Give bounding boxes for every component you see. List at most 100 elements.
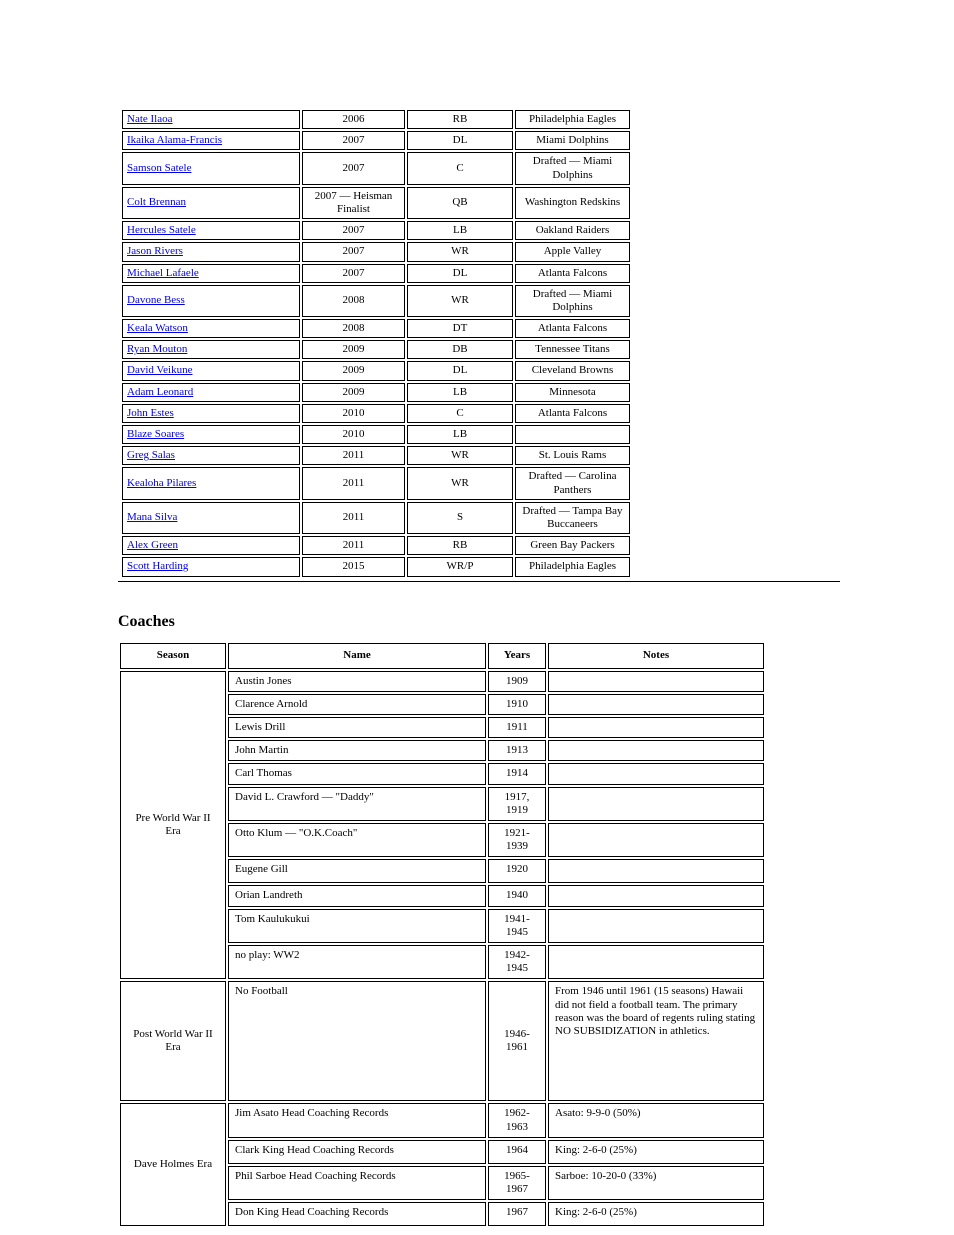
year-cell: 2007 — Heisman Finalist [302,187,405,219]
player-link[interactable]: Alex Green [127,539,178,551]
player-link[interactable]: Keala Watson [127,322,188,334]
notes-cell: Sarboe: 10-20-0 (33%) [548,1166,764,1200]
player-link[interactable]: Greg Salas [127,449,175,461]
table-row: Blaze Soares 2010LB [122,425,630,444]
player-link[interactable]: Michael Lafaele [127,267,199,279]
position-cell: DL [407,361,513,380]
position-cell: RB [407,536,513,555]
player-link[interactable]: Jason Rivers [127,245,183,257]
player-name-cell: Ikaika Alama-Francis [122,131,300,150]
player-link[interactable]: John Estes [127,407,174,419]
years-cell: 1921-1939 [488,823,546,857]
table-row: Dave Holmes EraJim Asato Head Coaching R… [120,1103,764,1137]
player-link[interactable]: Nate Ilaoa [127,113,173,125]
player-name-cell: Hercules Satele [122,221,300,240]
team-cell: Philadelphia Eagles [515,557,630,576]
player-link[interactable]: Samson Satele [127,162,191,174]
player-link[interactable]: Kealoha Pilares [127,477,196,489]
position-cell: C [407,152,513,184]
position-cell: WR [407,285,513,317]
player-link[interactable]: Ryan Mouton [127,343,187,355]
year-cell: 2010 [302,425,405,444]
player-name-cell: Kealoha Pilares [122,467,300,499]
coach-name-cell: no play: WW2 [228,945,486,979]
player-link[interactable]: Colt Brennan [127,196,186,208]
season-cell: Pre World War II Era [120,671,226,980]
section-divider [118,581,840,582]
player-link[interactable]: David Veikune [127,364,192,376]
year-cell: 2007 [302,242,405,261]
team-cell: Apple Valley [515,242,630,261]
year-cell: 2007 [302,131,405,150]
coach-name-cell: Don King Head Coaching Records [228,1202,486,1226]
notes-cell [548,885,764,906]
player-link[interactable]: Ikaika Alama-Francis [127,134,222,146]
team-cell: Drafted — Miami Dolphins [515,152,630,184]
table-row: Greg Salas2011WRSt. Louis Rams [122,446,630,465]
team-cell: Drafted — Carolina Panthers [515,467,630,499]
players-table-container: Nate Ilaoa2006RBPhiladelphia EaglesIkaik… [0,0,954,579]
years-cell: 1965-1967 [488,1166,546,1200]
player-name-cell: Ryan Mouton [122,340,300,359]
years-cell: 1909 [488,671,546,692]
player-name-cell: Michael Lafaele [122,264,300,283]
coaches-header-row: Season Name Years Notes [120,643,764,669]
notes-cell: King: 2-6-0 (25%) [548,1140,764,1164]
team-cell: Oakland Raiders [515,221,630,240]
table-row: Samson Satele2007CDrafted — Miami Dolphi… [122,152,630,184]
year-cell: 2009 [302,340,405,359]
player-link[interactable]: Hercules Satele [127,224,196,236]
player-name-cell: Blaze Soares [122,425,300,444]
player-link[interactable]: Blaze Soares [127,428,184,440]
position-cell: RB [407,110,513,129]
player-name-cell: John Estes [122,404,300,423]
player-link[interactable]: Scott Harding [127,560,188,572]
player-name-cell: Keala Watson [122,319,300,338]
position-cell: WR [407,242,513,261]
year-cell: 2011 [302,536,405,555]
coach-name-cell: Jim Asato Head Coaching Records [228,1103,486,1137]
team-cell: Drafted — Miami Dolphins [515,285,630,317]
player-link[interactable]: Davone Bess [127,294,185,306]
coach-name-cell: Austin Jones [228,671,486,692]
player-name-cell: Alex Green [122,536,300,555]
notes-cell [548,694,764,715]
coach-name-cell: Tom Kaulukukui [228,909,486,943]
coach-name-cell: Clark King Head Coaching Records [228,1140,486,1164]
team-cell: Cleveland Browns [515,361,630,380]
table-row: Post World War II EraNo Football1946-196… [120,981,764,1101]
years-cell: 1940 [488,885,546,906]
years-cell: 1964 [488,1140,546,1164]
position-cell: S [407,502,513,534]
position-cell: QB [407,187,513,219]
coach-name-cell: David L. Crawford — "Daddy" [228,787,486,821]
coach-name-cell: Orian Landreth [228,885,486,906]
year-cell: 2007 [302,264,405,283]
year-cell: 2015 [302,557,405,576]
table-row: Alex Green2011RBGreen Bay Packers [122,536,630,555]
years-cell: 1917, 1919 [488,787,546,821]
players-table: Nate Ilaoa2006RBPhiladelphia EaglesIkaik… [120,108,632,579]
col-years: Years [488,643,546,669]
player-link[interactable]: Mana Silva [127,511,177,523]
coaches-table: Season Name Years Notes Pre World War II… [118,641,766,1228]
table-row: Davone Bess2008WRDrafted — Miami Dolphin… [122,285,630,317]
notes-cell: From 1946 until 1961 (15 seasons) Hawaii… [548,981,764,1101]
team-cell: Minnesota [515,383,630,402]
table-row: Michael Lafaele2007DLAtlanta Falcons [122,264,630,283]
notes-cell [548,740,764,761]
years-cell: 1941-1945 [488,909,546,943]
notes-cell [548,717,764,738]
coach-name-cell: Lewis Drill [228,717,486,738]
position-cell: DT [407,319,513,338]
team-cell: Atlanta Falcons [515,264,630,283]
table-row: Scott Harding2015WR/PPhiladelphia Eagles [122,557,630,576]
position-cell: LB [407,425,513,444]
team-cell: Drafted — Tampa Bay Buccaneers [515,502,630,534]
player-name-cell: Greg Salas [122,446,300,465]
position-cell: C [407,404,513,423]
player-link[interactable]: Adam Leonard [127,386,193,398]
years-cell: 1920 [488,859,546,883]
notes-cell: King: 2-6-0 (25%) [548,1202,764,1226]
table-row: Colt Brennan2007 — Heisman FinalistQBWas… [122,187,630,219]
